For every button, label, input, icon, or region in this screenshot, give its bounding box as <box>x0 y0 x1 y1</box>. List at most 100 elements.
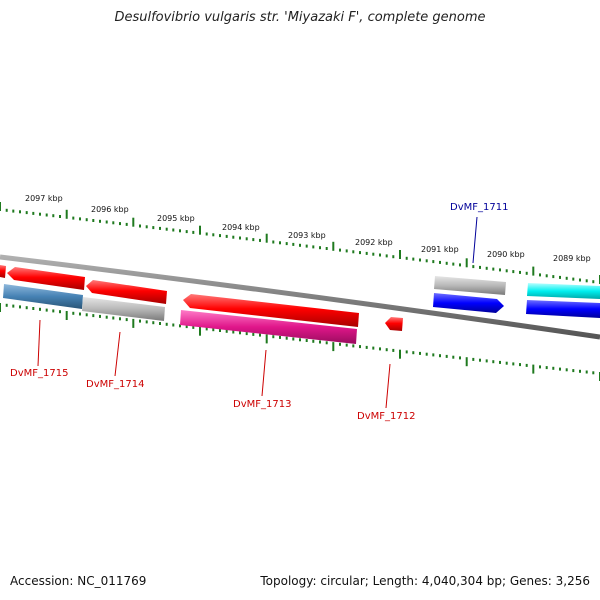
minor-tick <box>519 363 521 367</box>
minor-tick <box>325 247 328 250</box>
gene-feature-dvmf-1711-grey[interactable] <box>434 276 506 295</box>
minor-tick <box>212 233 215 237</box>
gene-label-dvmf-1712[interactable]: DvMF_1712 <box>357 411 415 422</box>
minor-tick <box>72 216 75 220</box>
minor-tick <box>179 229 181 233</box>
scale-label: 2094 kbp <box>222 223 260 232</box>
major-tick <box>332 342 335 352</box>
gene-label-dvmf-1715[interactable]: DvMF_1715 <box>10 368 68 379</box>
minor-tick <box>85 313 88 317</box>
minor-tick <box>525 363 528 367</box>
scale-label: 2093 kbp <box>288 231 326 240</box>
minor-tick <box>305 244 308 248</box>
major-tick <box>199 326 201 336</box>
minor-tick <box>412 351 415 355</box>
gene-feature-dvmf-1713-lower[interactable] <box>180 310 357 344</box>
minor-tick <box>579 278 581 282</box>
scale-label: 2097 kbp <box>25 194 63 203</box>
minor-tick <box>12 209 15 213</box>
minor-tick <box>152 226 155 230</box>
minor-tick <box>352 250 355 254</box>
minor-tick <box>252 332 255 336</box>
minor-tick <box>92 314 95 318</box>
minor-tick <box>125 318 128 322</box>
minor-tick <box>345 343 348 347</box>
minor-tick <box>79 217 81 221</box>
gene-feature-dvmf-1712[interactable] <box>385 317 403 331</box>
minor-tick <box>19 210 21 214</box>
minor-tick <box>212 328 215 332</box>
minor-tick <box>192 325 195 329</box>
minor-tick <box>112 221 115 225</box>
minor-tick <box>412 257 415 261</box>
leader-line-dvmf-1715 <box>37 319 41 367</box>
scale-label: 2095 kbp <box>157 214 195 223</box>
minor-tick <box>505 361 508 365</box>
minor-tick <box>225 234 228 238</box>
minor-tick <box>285 336 288 340</box>
gene-feature-cyan[interactable] <box>527 283 600 299</box>
gene-feature-dvmf-1715-lower[interactable] <box>3 284 83 309</box>
minor-tick <box>419 258 421 262</box>
major-tick <box>132 318 135 328</box>
minor-tick <box>572 369 575 373</box>
minor-tick <box>459 356 461 360</box>
minor-tick <box>145 225 148 229</box>
minor-tick <box>145 320 148 324</box>
minor-tick <box>225 329 228 333</box>
minor-tick <box>385 348 388 352</box>
major-tick <box>465 357 468 367</box>
minor-tick <box>205 232 208 236</box>
minor-tick <box>105 315 108 319</box>
minor-tick <box>459 263 461 267</box>
gene-feature-dvmf-1715-upper[interactable] <box>7 267 85 290</box>
minor-tick <box>432 353 435 357</box>
minor-tick <box>192 230 195 234</box>
minor-tick <box>359 345 361 349</box>
gene-feature-dvmf-1714-upper[interactable] <box>86 280 167 304</box>
leader-line-dvmf-1711 <box>472 216 478 264</box>
gene-label-dvmf-1713[interactable]: DvMF_1713 <box>233 399 291 410</box>
minor-tick <box>239 331 241 335</box>
minor-tick <box>352 344 355 348</box>
minor-tick <box>25 211 28 215</box>
gene-feature-dvmf-1713-upper[interactable] <box>183 294 359 327</box>
minor-tick <box>152 321 155 325</box>
minor-tick <box>125 222 128 226</box>
gene-feature-edge-red[interactable] <box>0 265 6 278</box>
gene-label-dvmf-1711[interactable]: DvMF_1711 <box>450 202 508 213</box>
minor-tick <box>252 238 255 242</box>
minor-tick <box>299 338 301 342</box>
minor-tick <box>159 226 161 230</box>
leader-line-dvmf-1713 <box>261 349 267 397</box>
minor-tick <box>185 230 188 234</box>
minor-tick <box>59 215 61 218</box>
gene-label-dvmf-1714[interactable]: DvMF_1714 <box>86 379 144 390</box>
minor-tick <box>472 265 475 269</box>
minor-tick <box>99 219 101 223</box>
gene-feature-blue[interactable] <box>526 300 600 318</box>
minor-tick <box>239 236 241 240</box>
minor-tick <box>439 260 441 264</box>
major-tick <box>0 303 1 312</box>
minor-tick <box>85 218 88 222</box>
minor-tick <box>552 366 555 370</box>
minor-tick <box>112 316 115 320</box>
minor-tick <box>259 333 261 337</box>
minor-tick <box>499 268 501 272</box>
minor-tick <box>119 222 121 226</box>
gene-feature-dvmf-1714-lower[interactable] <box>82 297 165 321</box>
minor-tick <box>32 211 35 215</box>
minor-tick <box>272 240 275 244</box>
gene-feature-dvmf-1711-blue[interactable] <box>433 293 504 313</box>
leader-line-dvmf-1712 <box>385 363 391 409</box>
scale-label: 2090 kbp <box>487 250 525 259</box>
major-tick <box>132 217 135 227</box>
map-title: Desulfovibrio vulgaris str. 'Miyazaki F'… <box>114 10 486 25</box>
minor-tick <box>499 360 501 364</box>
minor-tick <box>552 275 555 279</box>
minor-tick <box>139 319 141 323</box>
minor-tick <box>565 276 568 280</box>
minor-tick <box>179 324 181 328</box>
minor-tick <box>219 329 221 332</box>
